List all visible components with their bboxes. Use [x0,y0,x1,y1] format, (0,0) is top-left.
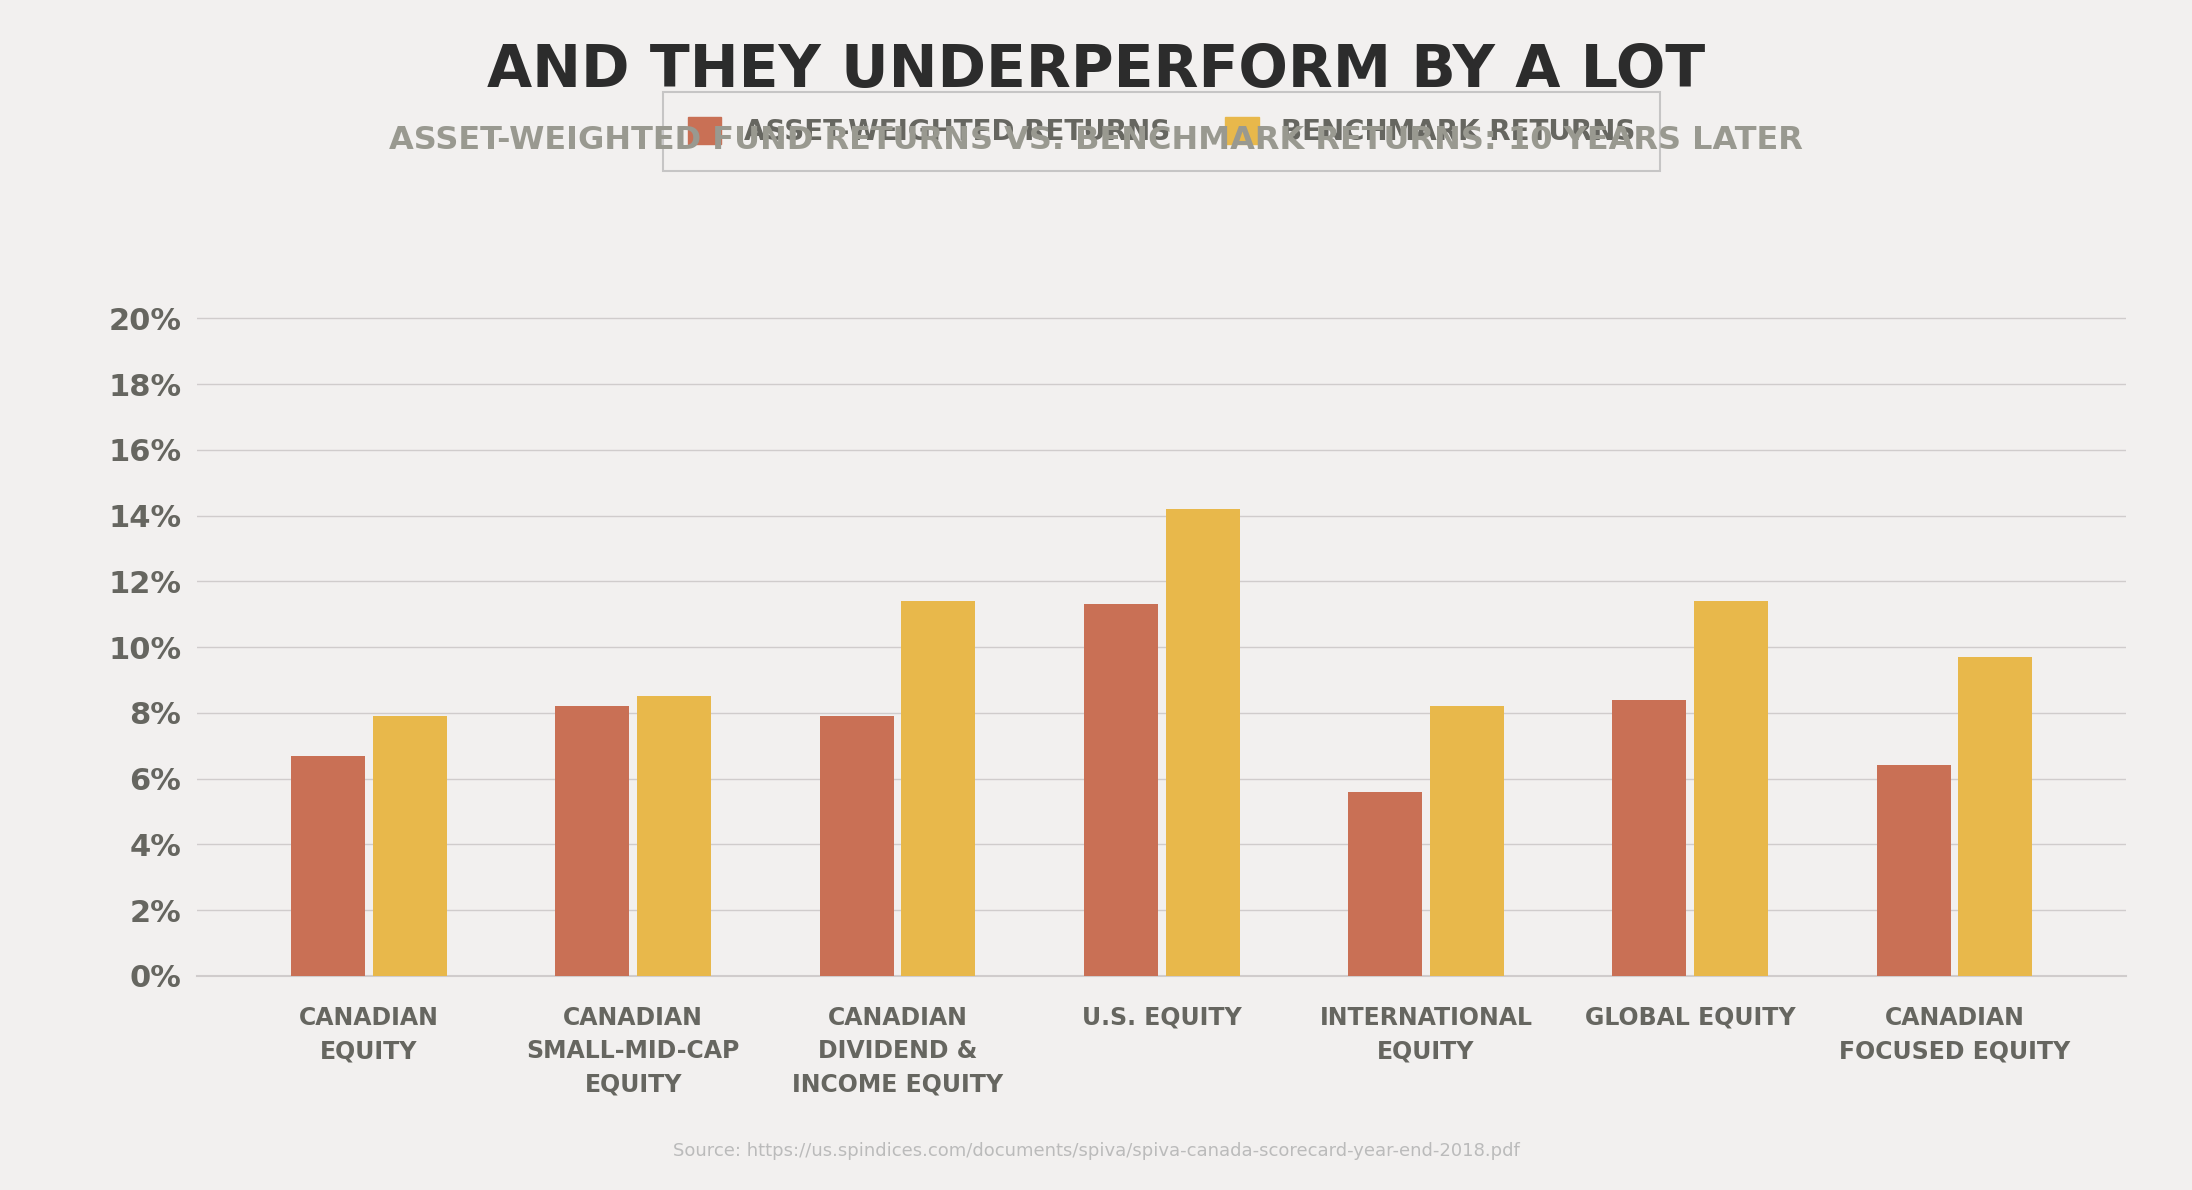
Bar [1083,605,1157,976]
Text: Source: https://us.spindices.com/documents/spiva/spiva-canada-scorecard-year-end: Source: https://us.spindices.com/documen… [673,1142,1519,1160]
Text: AND THEY UNDERPERFORM BY A LOT: AND THEY UNDERPERFORM BY A LOT [487,42,1705,99]
Bar [555,707,629,976]
Bar [1957,657,2032,976]
Text: ASSET-WEIGHTED FUND RETURNS VS. BENCHMARK RETURNS: 10 YEARS LATER: ASSET-WEIGHTED FUND RETURNS VS. BENCHMAR… [388,125,1804,156]
Bar [1613,700,1686,976]
Bar [292,756,366,976]
Bar [820,716,894,976]
Bar [1876,765,1951,976]
Bar [1348,791,1423,976]
Bar [373,716,447,976]
Bar [638,696,710,976]
Bar [1429,707,1504,976]
Bar [901,601,975,976]
Bar [1694,601,1769,976]
Legend: ASSET-WEIGHTED RETURNS, BENCHMARK RETURNS: ASSET-WEIGHTED RETURNS, BENCHMARK RETURN… [664,93,1659,171]
Bar [1166,509,1241,976]
